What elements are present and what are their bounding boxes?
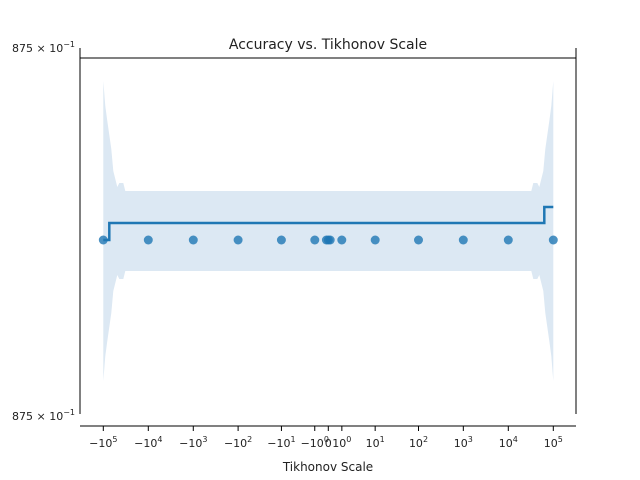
x-tick-label: 105 <box>544 435 563 450</box>
data-point <box>414 235 423 245</box>
data-point <box>310 235 320 245</box>
data-point <box>188 235 198 245</box>
data-point <box>143 235 153 245</box>
data-point <box>98 235 108 245</box>
data-point <box>503 235 513 245</box>
x-tick-label: 104 <box>499 435 518 450</box>
x-tick-label: −102 <box>224 435 252 450</box>
data-point <box>458 235 468 245</box>
x-tick-label: 101 <box>366 435 385 450</box>
x-axis-label: Tikhonov Scale <box>282 460 373 474</box>
data-point <box>233 235 243 245</box>
data-point <box>370 235 380 245</box>
x-tick-label: 102 <box>409 435 428 450</box>
chart-title: Accuracy vs. Tikhonov Scale <box>229 37 427 53</box>
x-tick-label: 0 <box>325 437 332 450</box>
fit-line <box>103 205 554 242</box>
y-tick-label: 875 × 10−1 <box>12 40 75 55</box>
data-point <box>548 235 558 245</box>
data-points <box>98 235 558 245</box>
data-point <box>276 235 286 245</box>
confidence-band-area <box>103 81 554 381</box>
x-tick-label: −103 <box>179 435 207 450</box>
data-point <box>337 235 347 245</box>
confidence-band <box>103 81 554 381</box>
data-point <box>325 235 335 245</box>
y-ticks: 875 × 10−1 875 × 10−1 <box>12 40 75 423</box>
x-tick-label: −100 <box>301 435 329 450</box>
y-tick-label: 875 × 10−1 <box>12 408 75 423</box>
x-tick-label: 100 <box>332 435 351 450</box>
x-tick-label: 103 <box>454 435 473 450</box>
x-tick-label: −105 <box>89 435 117 450</box>
regression-line <box>103 205 554 242</box>
x-tick-label: −101 <box>267 435 295 450</box>
x-tick-label: −104 <box>134 435 162 450</box>
